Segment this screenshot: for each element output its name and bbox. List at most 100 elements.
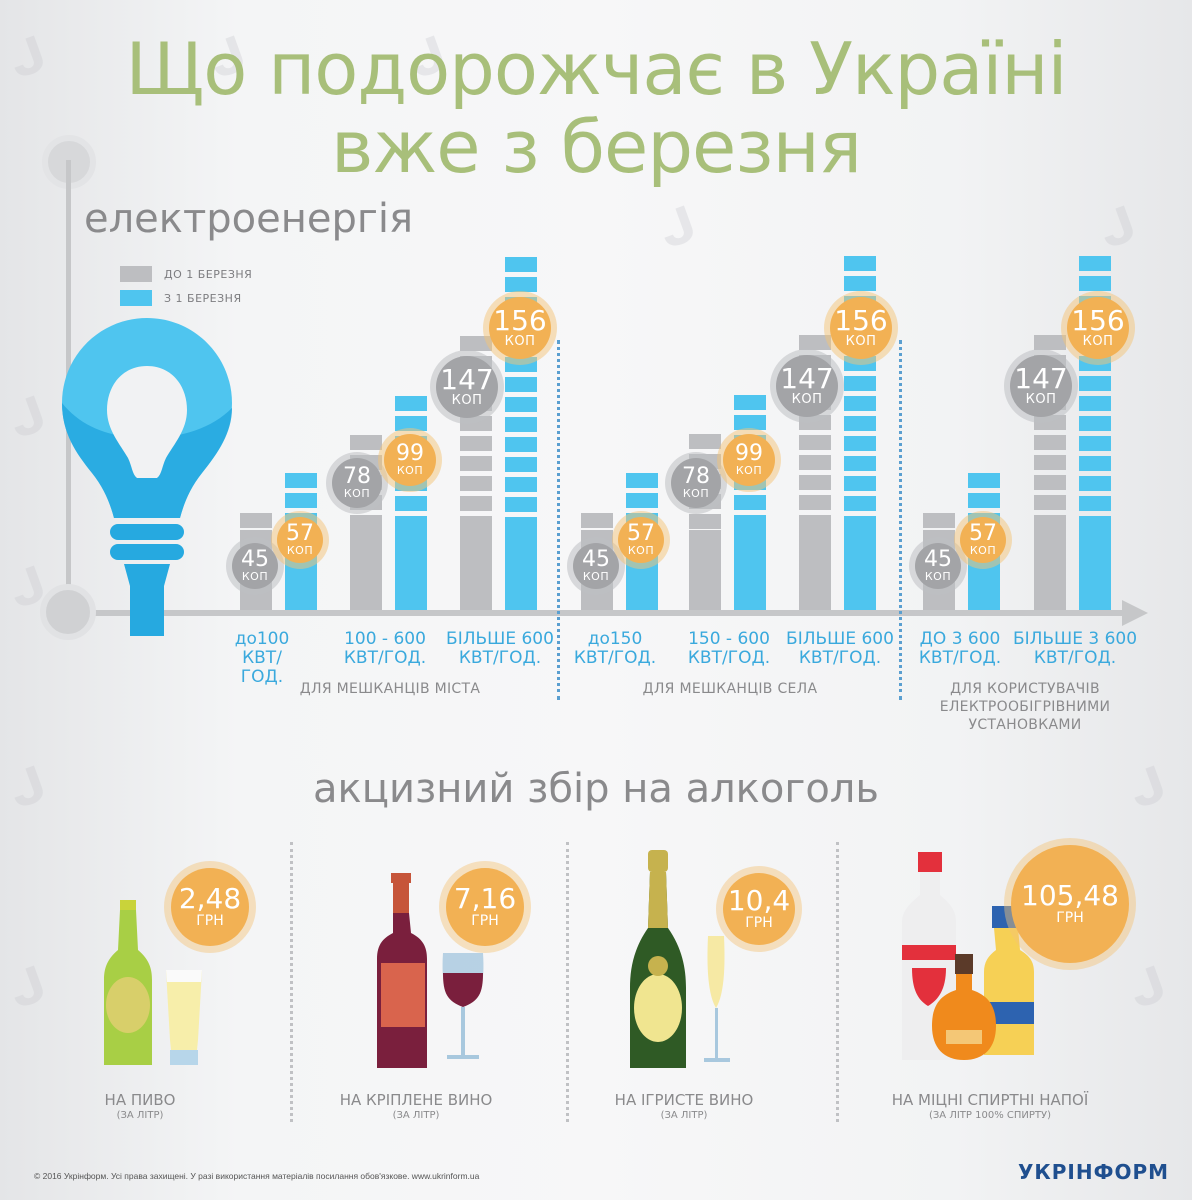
value-bubble-after: 99 КОП [384,434,436,486]
column-divider [836,842,839,1122]
bubble-value: 99 [396,441,424,466]
group-label-city: ДЛЯ МЕШКАНЦІВ МІСТА [299,681,481,697]
bar-city-2-after [395,396,427,610]
x-axis [66,610,1126,616]
price-unit: ГРН [745,915,773,931]
watermark-icon: ᒍ [1121,955,1175,1021]
bubble-value: 57 [286,521,314,546]
bubble-value: 156 [1071,304,1125,337]
bar-village-2-after [734,395,766,610]
legend-swatch-gray [120,266,152,282]
bubble-unit: КОП [1025,392,1057,407]
watermark-icon: ᒍ [651,195,705,261]
bubble-value: 57 [627,521,655,546]
category-label: БІЛЬШЕ 3 600 КВТ/ГОД. [1010,630,1140,668]
bubble-value: 147 [1014,362,1068,395]
category-unit: КВТ/ГОД. [1033,648,1117,668]
group-label-village: ДЛЯ МЕШКАНЦІВ СЕЛА [642,681,818,697]
ukrinform-logo: УКРІНФОРМ [1018,1160,1170,1184]
bubble-unit: КОП [582,570,610,583]
alcohol-sublabel: (ЗА ЛІТР) [116,1110,164,1121]
value-bubble-before: 45 КОП [915,543,961,589]
alcohol-section-title: акцизний збір на алкоголь [313,766,879,812]
value-bubble-after: 57 КОП [618,517,664,563]
legend-swatch-blue [120,290,152,306]
value-bubble-before: 147 КОП [436,356,498,418]
price-bubble: 2,48 ГРН [171,868,249,946]
legend-item-before: ДО 1 БЕРЕЗНЯ [120,262,252,286]
chart-legend: ДО 1 БЕРЕЗНЯ З 1 БЕРЕЗНЯ [120,262,252,310]
lightbulb-icon [62,318,232,636]
watermark-icon: ᒍ [1091,195,1145,261]
category-unit: КВТ/ГОД. [343,648,427,668]
price-unit: ГРН [1056,910,1084,926]
champagne-bottle-icon [630,850,730,1068]
category-unit: КВТ/ГОД. [573,648,657,668]
alcohol-sublabel: (ЗА ЛІТР) [392,1110,440,1121]
price-bubble: 10,4 ГРН [723,873,795,945]
bubble-value: 45 [924,547,952,572]
bubble-unit: КОП [627,544,655,557]
bubble-value: 147 [780,362,834,395]
value-bubble-before: 147 КОП [1010,355,1072,417]
bubble-unit: КОП [924,570,952,583]
bubble-unit: КОП [1082,334,1114,349]
category-unit: КВТ/ГОД. [458,648,542,668]
category-range: 100 - 600 [344,629,426,649]
legend-label: З 1 БЕРЕЗНЯ [164,291,242,305]
watermark-icon: ᒍ [1,385,55,451]
category-range: до150 [587,629,643,649]
category-label: до100 КВТ/ГОД. [222,630,302,687]
category-unit: КВТ/ГОД. [240,648,284,687]
copyright-notice: © 2016 Укрінформ. Усі права захищені. У … [34,1171,480,1181]
price-value: 105,48 [1021,879,1119,912]
beer-bottle-icon [104,900,202,1065]
value-bubble-before: 78 КОП [332,458,382,508]
price-unit: ГРН [471,913,499,929]
value-bubble-after: 57 КОП [277,517,323,563]
category-range: БІЛЬШЕ 600 [786,629,894,649]
bubble-unit: КОП [241,570,269,583]
legend-item-after: З 1 БЕРЕЗНЯ [120,286,252,310]
category-label: 150 - 600 КВТ/ГОД. [674,630,784,668]
bubble-value: 78 [343,464,371,489]
page-title: Що подорожчає в Україні вже з березня [0,30,1192,186]
wine-bottle-icon [377,873,484,1068]
bubble-unit: КОП [791,392,823,407]
bubble-unit: КОП [845,334,877,349]
price-value: 7,16 [453,882,517,915]
bubble-value: 156 [834,304,888,337]
category-label: БІЛЬШЕ 600 КВТ/ГОД. [780,630,900,668]
category-range: ДО 3 600 [919,629,1001,649]
alcohol-label: НА МІЦНІ СПИРТНІ НАПОЇ [891,1091,1089,1109]
category-range: до100 [234,629,290,649]
bubble-unit: КОП [343,487,371,500]
value-bubble-after: 156 КОП [489,297,551,359]
title-line-2: вже з березня [330,105,862,189]
value-bubble-before: 78 КОП [671,458,721,508]
bubble-value: 78 [682,464,710,489]
category-label: БІЛЬШЕ 600 КВТ/ГОД. [440,630,560,668]
bubble-unit: КОП [682,487,710,500]
group-label-line: ЕЛЕКТРООБІГРІВНИМИ [939,699,1111,715]
bubble-unit: КОП [286,544,314,557]
value-bubble-before: 147 КОП [776,355,838,417]
group-label-heating: ДЛЯ КОРИСТУВАЧІВ ЕЛЕКТРООБІГРІВНИМИ УСТА… [915,680,1135,734]
price-value: 10,4 [727,884,791,917]
bubble-value: 147 [440,363,494,396]
category-range: БІЛЬШЕ 600 [446,629,554,649]
legend-label: ДО 1 БЕРЕЗНЯ [164,267,253,281]
bubble-unit: КОП [396,464,424,477]
category-range: 150 - 600 [688,629,770,649]
alcohol-sublabel: (ЗА ЛІТР) [660,1110,708,1121]
group-label-line: ДЛЯ КОРИСТУВАЧІВ [950,681,1100,697]
x-axis-arrow-icon [1122,600,1148,626]
electricity-section-title: електроенергія [84,196,414,242]
alcohol-label: НА КРІПЛЕНЕ ВИНО [339,1091,493,1109]
axis-origin-dot [40,584,96,640]
value-bubble-after: 156 КОП [830,297,892,359]
category-label: до150 КВТ/ГОД. [570,630,660,668]
value-bubble-after: 156 КОП [1067,297,1129,359]
category-label: 100 - 600 КВТ/ГОД. [330,630,440,668]
alcohol-label: НА ІГРИСТЕ ВИНО [614,1091,754,1109]
